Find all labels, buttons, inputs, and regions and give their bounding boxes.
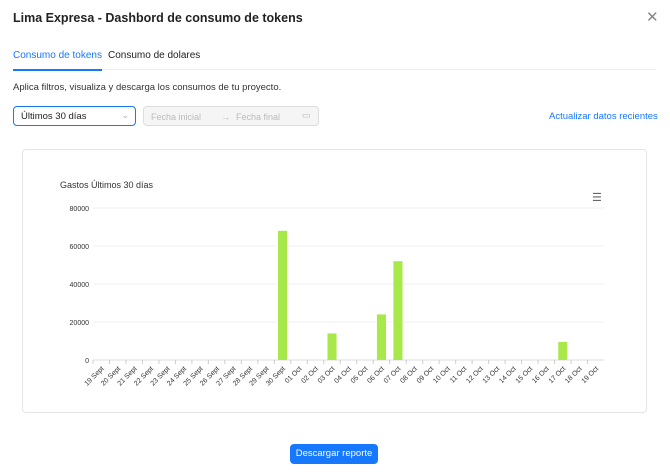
bar: [393, 261, 403, 360]
bar: [558, 341, 568, 360]
x-tick-label: 01 Oct: [284, 365, 304, 385]
x-tick-label: 12 Oct: [465, 365, 485, 385]
refresh-data-link[interactable]: Actualizar datos recientes: [549, 111, 658, 122]
description: Aplica filtros, visualiza y descarga los…: [13, 82, 282, 93]
date-range-picker[interactable]: Fecha inicial → Fecha final ▭: [143, 106, 319, 126]
chart-card: [22, 149, 647, 413]
x-tick-label: 09 Oct: [416, 365, 436, 385]
x-tick-label: 11 Oct: [449, 365, 468, 384]
x-tick-label: 03 Oct: [317, 365, 337, 385]
start-date-input[interactable]: Fecha inicial: [151, 112, 202, 122]
tab-consumo-dolares[interactable]: Consumo de dolares: [108, 50, 201, 61]
y-tick-label: 80000: [70, 206, 90, 213]
chart-title: Gastos Últimos 30 días: [60, 180, 154, 190]
x-tick-label: 14 Oct: [498, 365, 518, 385]
bar: [376, 314, 387, 360]
x-tick-label: 10 Oct: [432, 365, 452, 385]
x-tick-label: 13 Oct: [482, 365, 502, 385]
x-tick-label: 08 Oct: [399, 365, 419, 385]
x-tick-label: 07 Oct: [383, 365, 403, 385]
y-tick-label: 60000: [70, 244, 90, 251]
tab-consumo-tokens[interactable]: Consumo de tokens: [13, 50, 102, 71]
tab-bar: Consumo de tokens Consumo de dolares: [13, 50, 656, 71]
x-tick-label: 18 Oct: [564, 365, 584, 385]
hamburger-menu-icon[interactable]: ☰: [592, 192, 602, 204]
x-tick-label: 15 Oct: [515, 365, 535, 385]
y-tick-label: 0: [85, 358, 89, 365]
calendar-icon: ▭: [302, 110, 311, 120]
x-tick-label: 16 Oct: [531, 365, 551, 385]
x-tick-label: 04 Oct: [333, 365, 353, 385]
arrow-right-icon: →: [221, 112, 230, 122]
period-value: Últimos 30 días: [21, 111, 87, 122]
x-tick-label: 06 Oct: [366, 365, 386, 385]
period-select[interactable]: Últimos 30 días ⌄: [13, 106, 136, 126]
y-tick-label: 40000: [70, 282, 90, 289]
x-tick-label: 19 Oct: [581, 365, 601, 385]
close-icon[interactable]: ✕: [646, 9, 659, 26]
y-tick-label: 20000: [70, 320, 90, 327]
download-report-button[interactable]: Descargar reporte: [290, 444, 378, 464]
x-tick-label: 02 Oct: [300, 365, 320, 385]
dialog-title: Lima Expresa - Dashbord de consumo de to…: [13, 11, 303, 25]
bar: [278, 230, 288, 360]
end-date-input[interactable]: Fecha final: [236, 112, 281, 122]
bar: [327, 333, 337, 360]
x-tick-label: 05 Oct: [350, 365, 370, 385]
chevron-down-icon: ⌄: [121, 110, 129, 120]
x-tick-label: 17 Oct: [548, 365, 568, 385]
